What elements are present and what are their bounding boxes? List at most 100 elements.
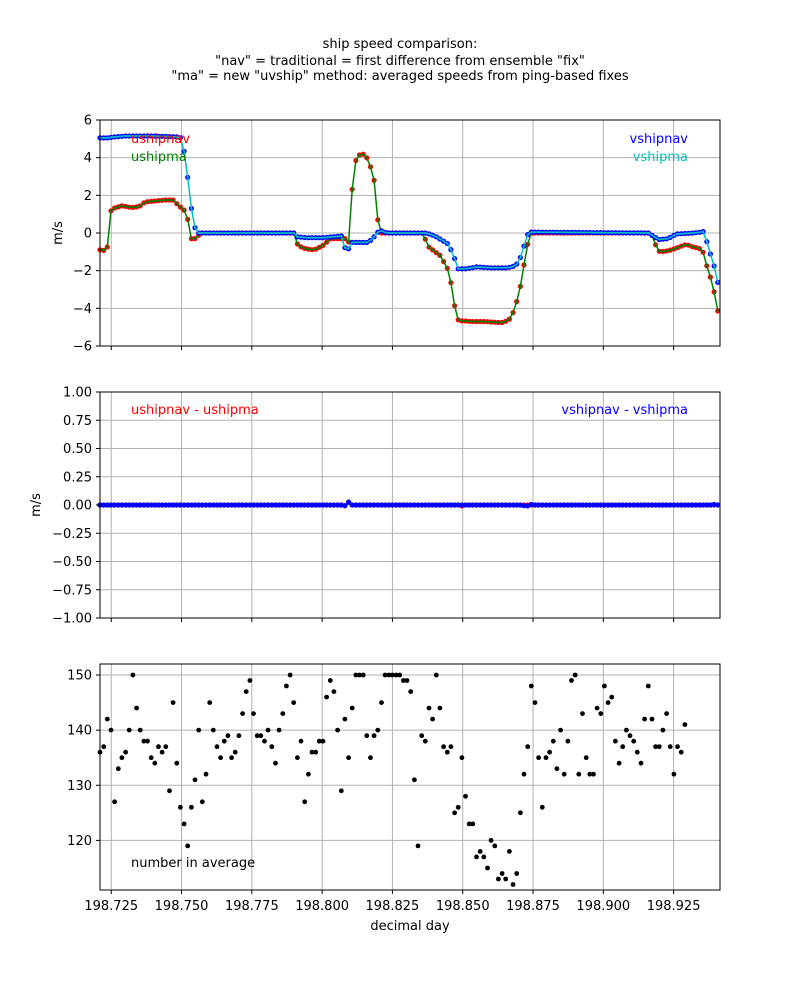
difference-point (126, 502, 132, 508)
difference-point (605, 502, 611, 508)
vshipma-point (168, 135, 171, 138)
count-point (485, 865, 490, 871)
count-point (426, 705, 432, 711)
difference-point (119, 502, 125, 508)
count-point (441, 744, 446, 750)
difference-point (616, 502, 622, 508)
vshipma-point (585, 231, 588, 234)
vshipma-point (497, 266, 500, 269)
count-point (422, 738, 428, 744)
count-point (401, 678, 406, 683)
difference-point (506, 502, 512, 508)
ushipma-point (486, 320, 489, 323)
count-point (572, 672, 578, 678)
difference-point (207, 502, 213, 508)
ushipma-point (131, 206, 134, 209)
difference-ticks: −1.00 −0.75 −0.50 −0.25 0.00 0.25 0.50 0.75 1.00 (52, 386, 675, 627)
difference-point (309, 502, 315, 508)
difference-point (155, 502, 162, 508)
vshipma-point (248, 231, 251, 235)
vshipma-point (449, 248, 452, 251)
ushipma-point (193, 237, 197, 240)
vshipma-point (475, 265, 478, 268)
ushipma-point (446, 267, 449, 270)
vshipma-point (405, 231, 409, 235)
vshipma-point (563, 231, 566, 234)
vshipma-point (431, 234, 434, 237)
difference-point (367, 502, 374, 508)
vshipma-point (226, 231, 229, 235)
speed-annotation-vshipma: vshipma (633, 150, 688, 165)
difference-point (298, 502, 304, 508)
count-point (550, 738, 556, 744)
y-tick-label: 0.25 (63, 470, 92, 485)
ushipma-point (314, 248, 317, 251)
y-tick-label: 0.50 (63, 442, 92, 457)
vshipma-point (570, 231, 573, 234)
count-point (269, 744, 275, 750)
difference-point (316, 502, 322, 508)
count-point (178, 804, 183, 810)
ushipma-point (669, 249, 672, 252)
difference-point (393, 502, 399, 508)
count-point (404, 678, 410, 683)
count-point (126, 727, 132, 733)
count-point (667, 744, 673, 750)
difference-point (247, 502, 253, 508)
count-point (437, 705, 443, 711)
count-point (137, 727, 143, 733)
y-tick-label: 1.00 (63, 386, 92, 401)
difference-point (236, 502, 242, 508)
ushipma-point (120, 204, 123, 207)
difference-point (499, 502, 505, 508)
vshipma-point (135, 134, 138, 138)
ushipma-point (431, 248, 434, 251)
ushipma-point (661, 250, 665, 253)
count-point (561, 771, 567, 777)
ushipma-point (307, 248, 310, 251)
difference-point (331, 502, 337, 508)
difference-point (568, 502, 575, 508)
vshipma-point (522, 245, 526, 248)
vshipma-point (574, 231, 577, 234)
vshipma-point (175, 135, 178, 138)
difference-point (448, 502, 454, 508)
vshipma-point (172, 135, 175, 138)
difference-annotation-u: ushipnav - ushipma (131, 403, 259, 418)
difference-point (481, 502, 487, 508)
vshipma-point (351, 241, 354, 244)
count-point (653, 744, 658, 750)
vshipma-point (661, 238, 665, 241)
difference-point (294, 502, 300, 508)
difference-point (656, 502, 662, 508)
vshipma-point (314, 236, 317, 239)
count-point (236, 733, 242, 739)
count-point (167, 788, 172, 794)
vshipma-point (164, 135, 167, 138)
ushipma-point (501, 321, 504, 324)
difference-point (415, 502, 421, 508)
ushipma-point (654, 243, 657, 246)
ushipma-point (449, 281, 452, 284)
vshipma-point (340, 234, 343, 238)
vshipma-point (581, 231, 584, 234)
difference-point (214, 502, 220, 508)
count-point (602, 683, 607, 689)
count-point (298, 738, 304, 744)
vshipma-point (183, 150, 186, 153)
vshipma-point (310, 236, 314, 239)
vshipma-point (153, 135, 156, 138)
ushipma-point (358, 153, 361, 157)
vshipma-point (354, 241, 357, 244)
difference-point (539, 502, 545, 508)
difference-point (426, 502, 432, 508)
difference-point (210, 502, 216, 508)
vshipma-point (106, 136, 109, 139)
vshipma-point (665, 237, 668, 240)
count-point (225, 733, 231, 739)
vshipma-point (471, 266, 474, 269)
count-point (218, 755, 224, 761)
vshipma-point (391, 231, 394, 235)
difference-point (386, 502, 392, 508)
y-tick-label: −6 (73, 340, 92, 355)
